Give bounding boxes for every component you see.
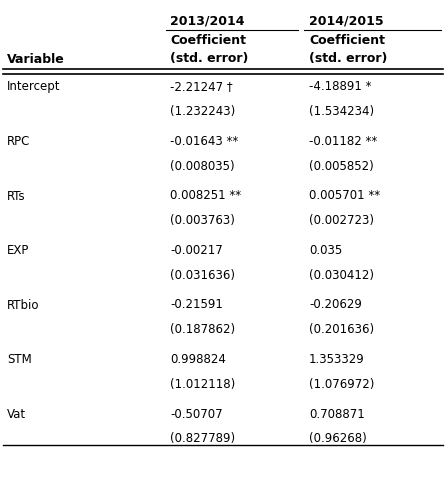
- Text: (1.076972): (1.076972): [309, 378, 374, 391]
- Text: (1.534234): (1.534234): [309, 105, 374, 118]
- Text: Vat: Vat: [7, 408, 26, 421]
- Text: -4.18891 *: -4.18891 *: [309, 80, 372, 93]
- Text: (0.005852): (0.005852): [309, 160, 374, 173]
- Text: Coefficient: Coefficient: [309, 34, 385, 47]
- Text: 0.708871: 0.708871: [309, 408, 365, 421]
- Text: RTs: RTs: [7, 190, 26, 203]
- Text: (0.031636): (0.031636): [170, 269, 235, 282]
- Text: (0.96268): (0.96268): [309, 432, 367, 445]
- Text: (1.012118): (1.012118): [170, 378, 235, 391]
- Text: RTbio: RTbio: [7, 299, 40, 312]
- Text: (std. error): (std. error): [170, 52, 248, 65]
- Text: (0.201636): (0.201636): [309, 323, 374, 336]
- Text: (0.002723): (0.002723): [309, 214, 374, 227]
- Text: -0.50707: -0.50707: [170, 408, 223, 421]
- Text: -0.21591: -0.21591: [170, 299, 223, 312]
- Text: 0.035: 0.035: [309, 244, 342, 257]
- Text: -0.00217: -0.00217: [170, 244, 223, 257]
- Text: Variable: Variable: [7, 53, 65, 66]
- Text: (0.827789): (0.827789): [170, 432, 235, 445]
- Text: EXP: EXP: [7, 244, 29, 257]
- Text: 0.998824: 0.998824: [170, 353, 226, 366]
- Text: -0.01643 **: -0.01643 **: [170, 135, 239, 148]
- Text: -0.01182 **: -0.01182 **: [309, 135, 377, 148]
- Text: (0.008035): (0.008035): [170, 160, 235, 173]
- Text: -0.20629: -0.20629: [309, 299, 362, 312]
- Text: 2014/2015: 2014/2015: [309, 15, 384, 28]
- Text: STM: STM: [7, 353, 32, 366]
- Text: (0.003763): (0.003763): [170, 214, 235, 227]
- Text: (std. error): (std. error): [309, 52, 387, 65]
- Text: 1.353329: 1.353329: [309, 353, 365, 366]
- Text: (0.030412): (0.030412): [309, 269, 374, 282]
- Text: (0.187862): (0.187862): [170, 323, 235, 336]
- Text: 2013/2014: 2013/2014: [170, 15, 245, 28]
- Text: -2.21247 †: -2.21247 †: [170, 80, 233, 93]
- Text: 0.008251 **: 0.008251 **: [170, 189, 241, 202]
- Text: Intercept: Intercept: [7, 80, 61, 93]
- Text: (1.232243): (1.232243): [170, 105, 235, 118]
- Text: Coefficient: Coefficient: [170, 34, 246, 47]
- Text: 0.005701 **: 0.005701 **: [309, 189, 380, 202]
- Text: RPC: RPC: [7, 135, 31, 148]
